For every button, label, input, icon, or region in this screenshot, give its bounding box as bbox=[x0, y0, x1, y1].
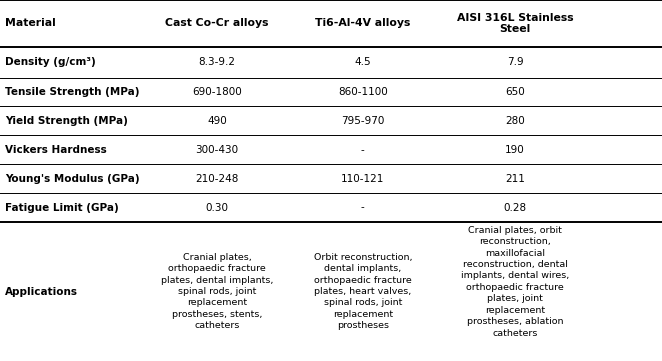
Text: 860-1100: 860-1100 bbox=[338, 87, 388, 97]
Text: 4.5: 4.5 bbox=[354, 57, 371, 67]
Text: Yield Strength (MPa): Yield Strength (MPa) bbox=[5, 116, 128, 126]
Text: 650: 650 bbox=[505, 87, 525, 97]
Text: 795-970: 795-970 bbox=[341, 116, 385, 126]
Text: 8.3-9.2: 8.3-9.2 bbox=[199, 57, 236, 67]
Text: Cranial plates, orbit
reconstruction,
maxillofacial
reconstruction, dental
impla: Cranial plates, orbit reconstruction, ma… bbox=[461, 226, 569, 338]
Text: AISI 316L Stainless
Steel: AISI 316L Stainless Steel bbox=[457, 13, 573, 34]
Text: 280: 280 bbox=[505, 116, 525, 126]
Text: Vickers Hardness: Vickers Hardness bbox=[5, 145, 107, 155]
Text: 190: 190 bbox=[505, 145, 525, 155]
Text: 690-1800: 690-1800 bbox=[192, 87, 242, 97]
Text: 0.28: 0.28 bbox=[504, 203, 526, 213]
Text: 300-430: 300-430 bbox=[195, 145, 239, 155]
Text: Applications: Applications bbox=[5, 287, 78, 296]
Text: Orbit reconstruction,
dental implants,
orthopaedic fracture
plates, heart valves: Orbit reconstruction, dental implants, o… bbox=[314, 253, 412, 330]
Text: Material: Material bbox=[5, 18, 56, 29]
Text: Tensile Strength (MPa): Tensile Strength (MPa) bbox=[5, 87, 140, 97]
Text: Cast Co-Cr alloys: Cast Co-Cr alloys bbox=[166, 18, 269, 29]
Text: 110-121: 110-121 bbox=[341, 174, 385, 184]
Text: -: - bbox=[361, 203, 365, 213]
Text: Fatigue Limit (GPa): Fatigue Limit (GPa) bbox=[5, 203, 119, 213]
Text: Density (g/cm³): Density (g/cm³) bbox=[5, 57, 96, 67]
Text: 0.30: 0.30 bbox=[206, 203, 228, 213]
Text: 211: 211 bbox=[505, 174, 525, 184]
Text: 7.9: 7.9 bbox=[506, 57, 524, 67]
Text: 490: 490 bbox=[207, 116, 227, 126]
Text: Cranial plates,
orthopaedic fracture
plates, dental implants,
spinal rods, joint: Cranial plates, orthopaedic fracture pla… bbox=[161, 253, 273, 330]
Text: Young's Modulus (GPa): Young's Modulus (GPa) bbox=[5, 174, 140, 184]
Text: -: - bbox=[361, 145, 365, 155]
Text: 210-248: 210-248 bbox=[195, 174, 239, 184]
Text: Ti6-Al-4V alloys: Ti6-Al-4V alloys bbox=[315, 18, 410, 29]
